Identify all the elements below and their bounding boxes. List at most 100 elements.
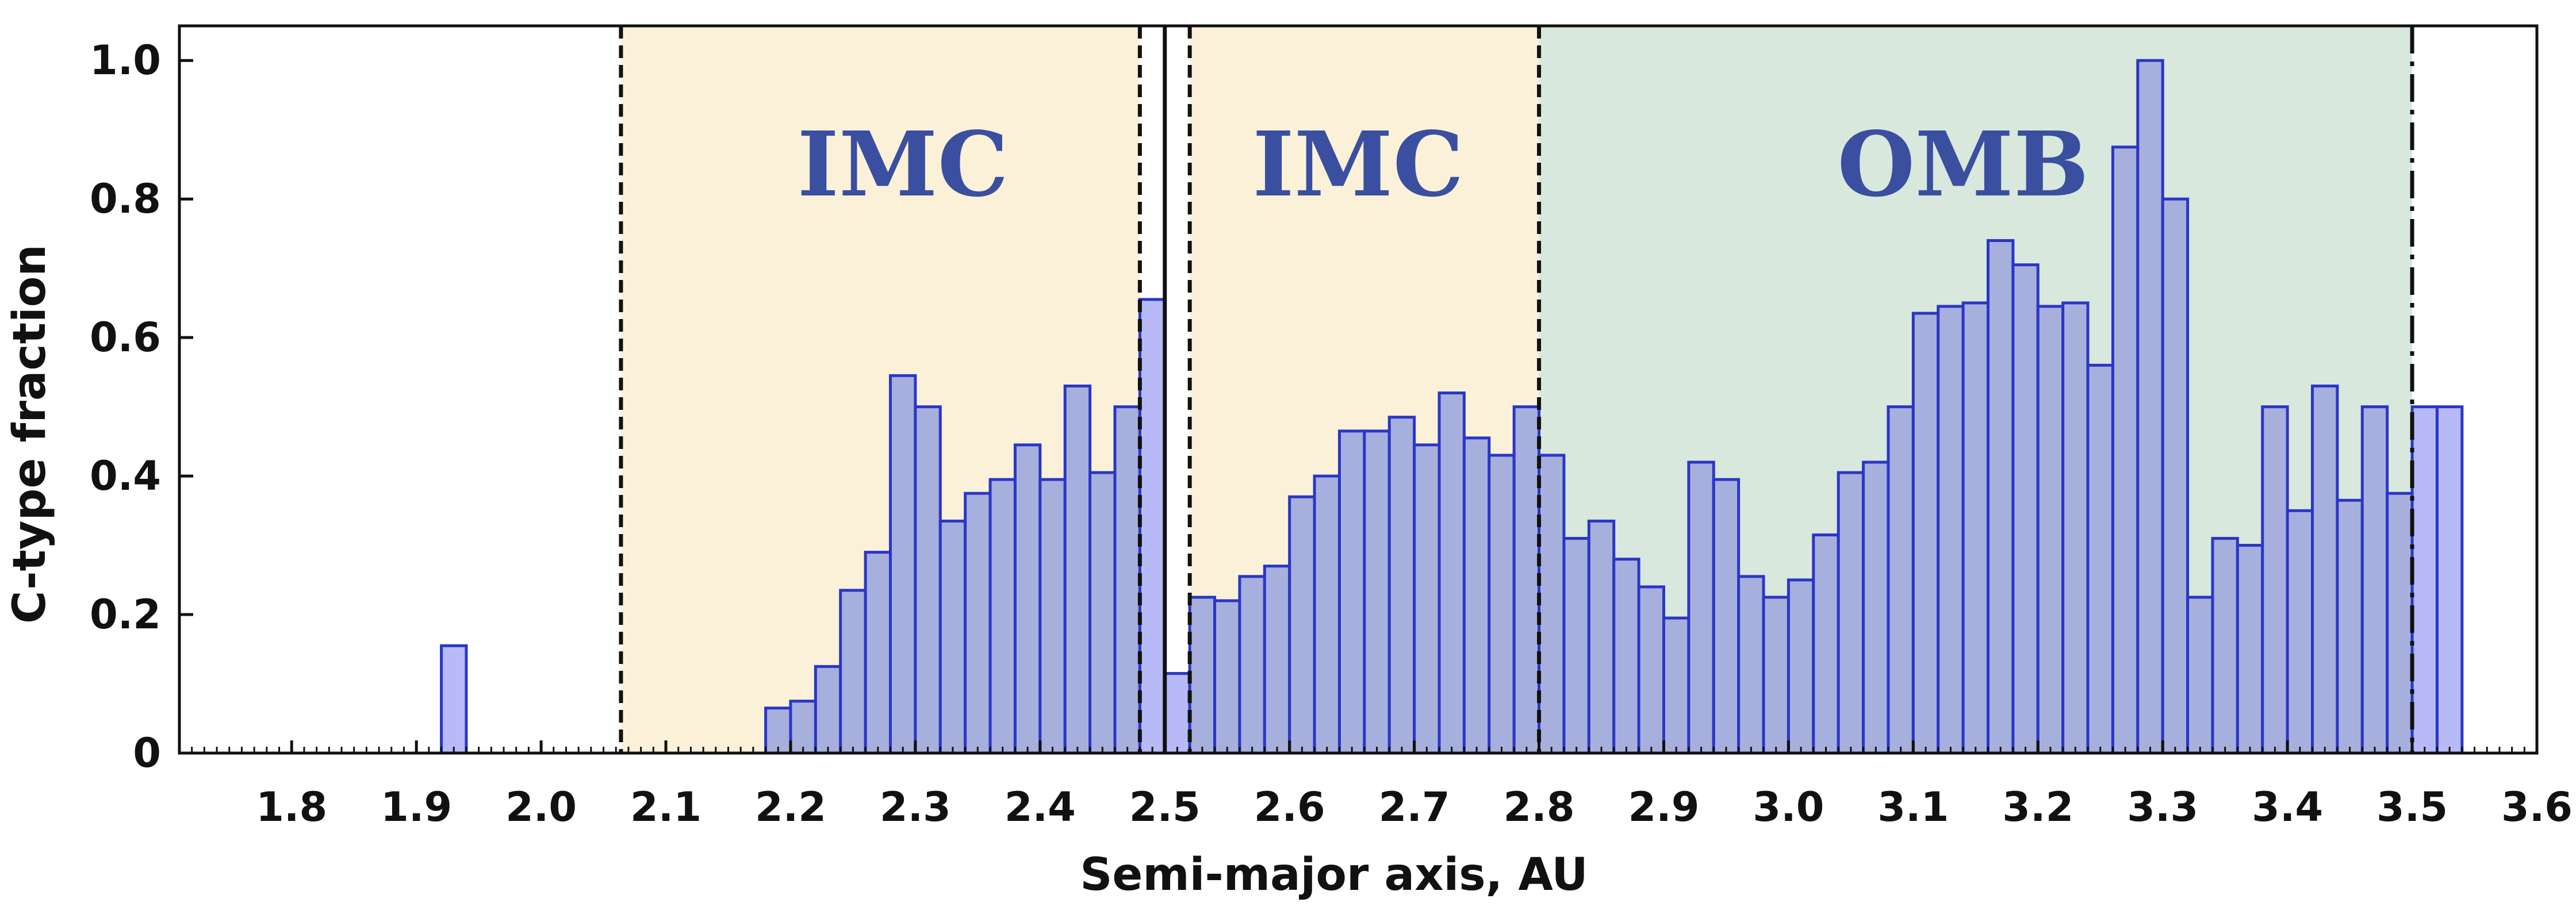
histogram-bar-19 [1188,596,1217,755]
region-label-1: IMC [797,112,1008,217]
x-axis-label: Semi-major axis, AU [1080,849,1588,901]
histogram-bar-36 [1612,558,1640,755]
histogram-bar-1 [440,644,468,755]
histogram-bar-58 [2161,197,2190,755]
y-axis-label: C-type fraction [4,244,56,624]
histogram-bar-6 [864,551,892,755]
histogram-bar-7 [889,374,917,755]
histogram-bar-65 [2336,498,2364,755]
histogram-bar-28 [1413,443,1441,755]
histogram-bar-23 [1288,495,1316,755]
histogram-bar-56 [2111,145,2140,755]
histogram-bar-53 [2036,305,2065,755]
x-tick-label-7: 2.4 [1005,784,1076,831]
histogram-bar-3 [789,700,817,755]
histogram-bar-12 [1013,443,1042,755]
histogram-bar-30 [1462,436,1491,755]
histogram-bar-64 [2311,384,2339,755]
x-tick-label-13: 3.0 [1753,784,1824,831]
x-tick-label-3: 2.0 [505,784,577,831]
histogram-bar-26 [1363,429,1391,755]
x-tick-label-2: 1.9 [381,784,452,831]
histogram-bar-47 [1887,405,1915,755]
y-tick-label-1: 0 [133,730,161,777]
histogram-bar-9 [938,519,967,755]
histogram-bar-34 [1562,537,1590,755]
x-tick-label-6: 2.3 [880,784,951,831]
histogram-bar-52 [2011,263,2040,755]
y-tick-label-4: 0.6 [90,314,161,361]
histogram-bar-17 [1138,298,1167,755]
histogram-bar-18 [1163,671,1191,755]
axes: 1.8 1.9 2.0 2.1 2.2 2.3 2.4 2.5 2.6 2.7 2.8 2.9 3.0 3… [90,24,2573,831]
x-tick-label-5: 2.2 [755,784,826,831]
region-label-2: IMC [1252,112,1463,217]
histogram-bar-39 [1687,460,1715,755]
x-tick-label-18: 3.5 [2376,784,2448,831]
histogram-bar-21 [1238,575,1266,755]
histogram-bar-61 [2236,544,2264,755]
x-tick-label-11: 2.8 [1504,784,1575,831]
histogram-bar-48 [1911,312,1940,755]
histogram-bar-14 [1063,384,1092,755]
histogram-bar-43 [1787,578,1815,755]
histogram-bar-13 [1038,478,1067,755]
x-tick-label-4: 2.1 [630,784,702,831]
histogram-bar-45 [1837,471,1865,755]
histogram-bar-66 [2360,405,2389,755]
histogram-bar-63 [2286,509,2314,755]
histogram-bar-46 [1862,460,1890,755]
histogram-bar-42 [1762,596,1790,755]
histogram-bar-24 [1313,474,1341,755]
histogram-bar-54 [2061,301,2090,755]
histogram-bar-27 [1387,416,1416,755]
x-tick-label-9: 2.6 [1254,784,1325,831]
histogram-bar-50 [1961,301,1990,755]
x-tick-label-16: 3.3 [2127,784,2198,831]
x-tick-label-1: 1.8 [256,784,327,831]
region-labels: IMC IMC OMB [797,112,2088,217]
histogram-bar-11 [988,478,1017,755]
histogram-bar-60 [2211,537,2239,755]
histogram-bar-5 [839,589,867,755]
x-tick-label-14: 3.1 [1877,784,1949,831]
region-label-3: OMB [1837,112,2089,217]
histogram-bar-38 [1662,616,1690,755]
x-tick-label-8: 2.5 [1129,784,1201,831]
histogram-bar-22 [1263,565,1291,755]
histogram-bar-59 [2186,596,2214,755]
histogram-bar-29 [1438,391,1466,755]
histogram-bar-40 [1712,478,1741,755]
histogram-bar-35 [1587,519,1616,755]
histogram-bar-37 [1637,585,1665,755]
histogram-bar-51 [1987,239,2015,755]
x-tick-label-17: 3.4 [2252,784,2323,831]
histogram-bar-33 [1538,454,1566,755]
y-tick-label-3: 0.4 [90,452,161,500]
y-tick-label-5: 0.8 [90,175,161,222]
histogram-bar-41 [1737,575,1765,755]
histogram-bar-69 [2435,405,2464,755]
y-tick-label-2: 0.2 [90,591,161,638]
histogram-bar-16 [1113,405,1141,755]
histogram-bar-4 [814,665,842,755]
x-tick-label-15: 3.2 [2002,784,2073,831]
histogram-bar-67 [2386,492,2414,755]
histogram-bar-2 [764,707,792,755]
boundary-lines [619,26,2414,753]
histogram-bar-20 [1213,599,1241,755]
y-tick-label-6: 1.0 [90,37,161,84]
histogram-bar-62 [2261,405,2289,755]
plot-frame [178,24,2539,755]
histogram-bar-49 [1937,305,1965,755]
histogram-bar-44 [1812,533,1840,755]
histogram-bar-8 [914,405,942,755]
histogram-bar-32 [1512,405,1541,755]
x-tick-label-10: 2.7 [1379,784,1450,831]
histogram-bar-55 [2086,363,2114,755]
histogram-bar-68 [2410,405,2439,755]
histogram-bar-57 [2136,59,2164,755]
histogram-bar-15 [1088,471,1117,755]
